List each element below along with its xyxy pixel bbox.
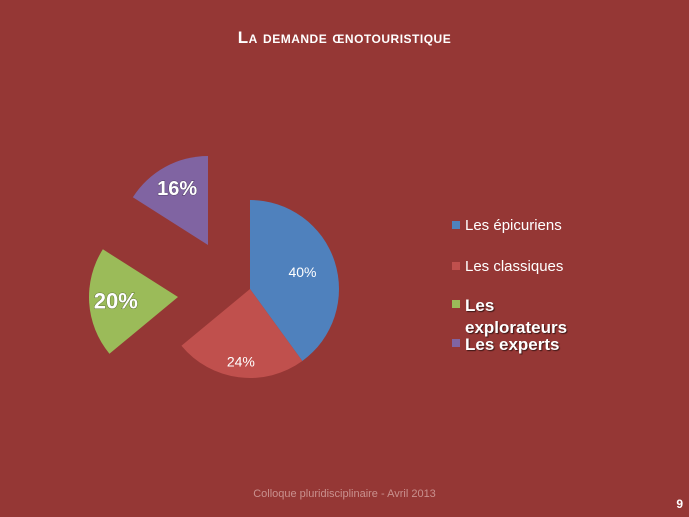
data-label-epicuriens: 40% xyxy=(288,264,316,280)
legend-swatch-explorateurs xyxy=(452,300,460,308)
slide-title: La demande œnotouristique xyxy=(237,28,452,47)
legend-label-epicuriens: Les épicuriens xyxy=(465,217,562,234)
footer-text: Colloque pluridisciplinaire - Avril 2013 xyxy=(253,488,436,500)
legend-swatch-epicuriens xyxy=(452,221,460,229)
legend-swatch-classiques xyxy=(452,262,460,270)
pie-slice-epicuriens xyxy=(250,200,339,362)
legend-item-explorateurs: Les explorateurs xyxy=(452,295,585,339)
legend-item-experts: Les experts xyxy=(452,334,585,356)
legend-item-epicuriens: Les épicuriens xyxy=(452,216,562,236)
legend-label-experts: Les experts xyxy=(465,335,560,354)
legend-label-classiques: Les classiques xyxy=(465,258,564,275)
page-number: 9 xyxy=(676,497,683,511)
legend-swatch-experts xyxy=(452,339,460,347)
pie-slice-classiques xyxy=(181,289,303,379)
legend-item-classiques: Les classiques xyxy=(452,257,563,277)
data-label-experts: 16% xyxy=(157,178,197,200)
data-label-classiques: 24% xyxy=(227,353,255,369)
pie-slice-explorateurs xyxy=(88,249,178,354)
data-label-explorateurs: 20% xyxy=(94,288,138,313)
legend-label-explorateurs: Les explorateurs xyxy=(465,296,568,337)
pie-slice-experts xyxy=(132,156,208,245)
